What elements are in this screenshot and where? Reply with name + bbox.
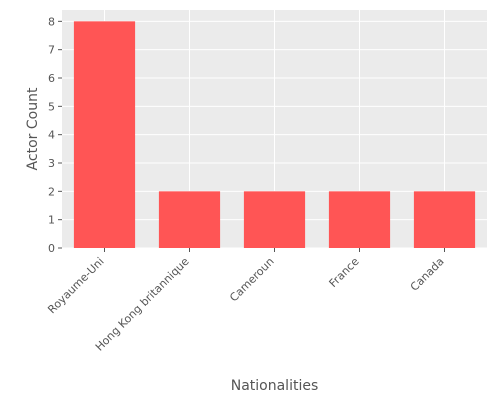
bars xyxy=(73,21,476,249)
y-tick-label: 2 xyxy=(48,185,55,198)
y-tick-label: 7 xyxy=(48,44,55,57)
y-tick-label: 6 xyxy=(48,72,55,85)
x-tick-label: Canada xyxy=(408,255,447,294)
y-tick-label: 4 xyxy=(48,129,55,142)
x-axis-label: Nationalities xyxy=(231,378,319,394)
y-axis-label: Actor Count xyxy=(25,87,41,170)
x-tick-label: France xyxy=(327,255,362,290)
y-tick-label: 8 xyxy=(48,15,55,28)
x-tick-label: Hong Kong britannique xyxy=(93,255,192,354)
bar xyxy=(73,21,136,249)
bar xyxy=(243,191,306,248)
y-tick-label: 1 xyxy=(48,214,55,227)
y-tick-label: 5 xyxy=(48,100,55,113)
x-tick-label: Cameroun xyxy=(227,255,276,304)
x-tick-label: Royaume-Uni xyxy=(45,255,106,316)
bar xyxy=(328,191,391,248)
bar xyxy=(158,191,221,248)
y-tick-label: 0 xyxy=(48,242,55,255)
y-tick-label: 3 xyxy=(48,157,55,170)
bar xyxy=(413,191,476,248)
y-axis-ticks: 0 1 2 3 4 5 6 7 8 xyxy=(48,15,62,255)
